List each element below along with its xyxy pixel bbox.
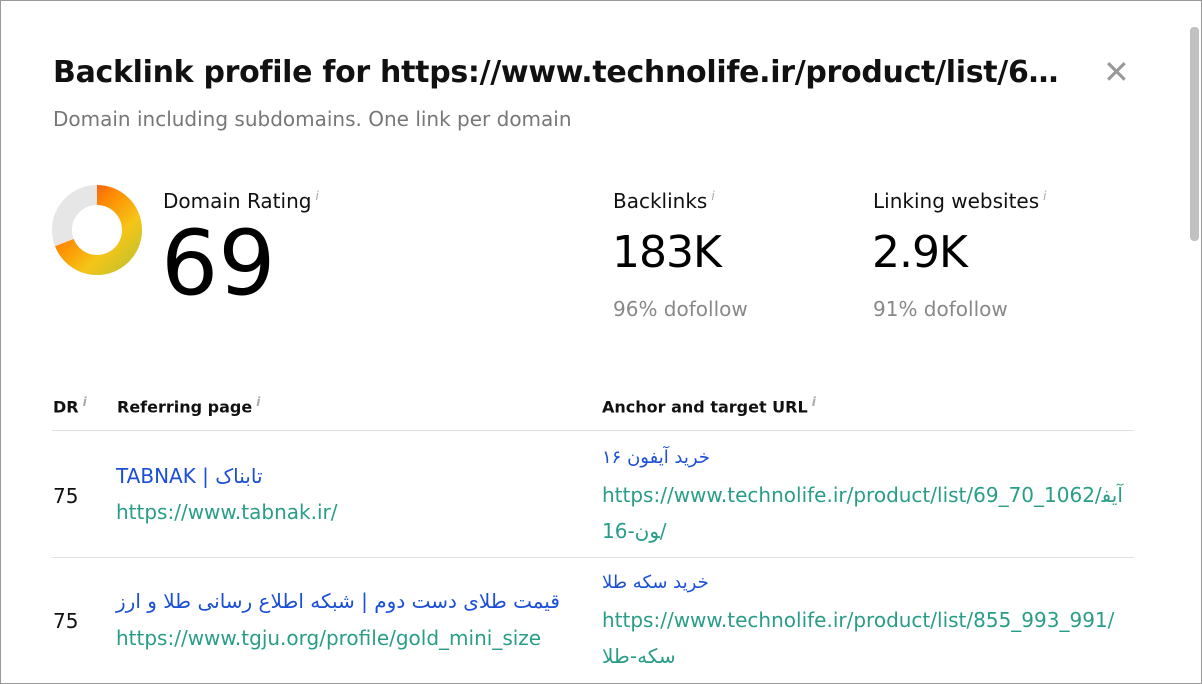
close-icon[interactable]: ✕ (1103, 53, 1130, 91)
gauge-fill (52, 185, 142, 275)
column-header-referring-page: Referring page i (117, 395, 260, 416)
linking-websites-label: Linking websites i (873, 189, 1047, 213)
info-icon[interactable]: i (811, 395, 816, 409)
referring-page-url[interactable]: https://www.tgju.org/profile/gold_mini_s… (116, 626, 542, 650)
info-icon[interactable]: i (711, 189, 715, 204)
dr-value: 75 (53, 609, 79, 633)
anchor-text: خرید آیفون ۱۶ (602, 447, 710, 468)
backlinks-value: 183K (612, 227, 722, 278)
anchor-text: خرید سکه طلا (602, 572, 709, 593)
info-icon[interactable]: i (256, 395, 261, 409)
target-url[interactable]: https://www.technolife.ir/product/list/8… (602, 608, 1115, 668)
backlinks-label: Backlinks i (613, 189, 715, 213)
label-text: Linking websites (873, 189, 1040, 213)
divider (52, 430, 1134, 431)
dr-value: 75 (53, 484, 79, 508)
header-text: Referring page (117, 397, 253, 417)
domain-rating-value: 69 (161, 211, 276, 316)
info-icon[interactable]: i (82, 395, 87, 409)
domain-rating-gauge (52, 185, 142, 275)
linking-websites-dofollow: 91% dofollow (873, 297, 1008, 321)
referring-page-title[interactable]: قیمت طلای دست دوم | شبکه اطلاع رسانی طلا… (116, 589, 560, 613)
dialog-subtitle: Domain including subdomains. One link pe… (53, 107, 572, 131)
domain-rating-label: Domain Rating i (163, 189, 319, 213)
dialog-title: Backlink profile for https://www.technol… (53, 55, 1078, 90)
scrollbar-thumb[interactable] (1190, 27, 1199, 241)
divider (52, 557, 1134, 558)
backlinks-dofollow: 96% dofollow (613, 297, 748, 321)
column-header-dr: DR i (53, 395, 87, 416)
referring-page-title[interactable]: تابناک | TABNAK (116, 464, 263, 488)
info-icon[interactable]: i (1043, 189, 1047, 204)
label-text: Backlinks (613, 189, 708, 213)
target-url[interactable]: https://www.technolife.ir/product/list/6… (602, 483, 1123, 543)
header-text: DR (53, 397, 79, 417)
info-icon[interactable]: i (315, 189, 319, 204)
linking-websites-value: 2.9K (872, 227, 968, 278)
column-header-anchor: Anchor and target URL i (602, 395, 816, 416)
label-text: Domain Rating (163, 189, 312, 213)
referring-page-url[interactable]: https://www.tabnak.ir/ (116, 500, 338, 524)
header-text: Anchor and target URL (602, 397, 808, 417)
